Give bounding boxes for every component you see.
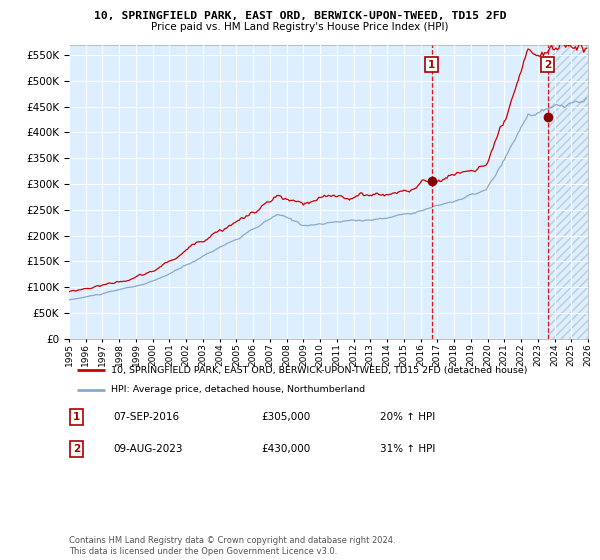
Text: 20% ↑ HPI: 20% ↑ HPI <box>380 412 436 422</box>
Text: 09-AUG-2023: 09-AUG-2023 <box>113 445 182 454</box>
Text: 07-SEP-2016: 07-SEP-2016 <box>113 412 179 422</box>
Text: £430,000: £430,000 <box>261 445 310 454</box>
Text: Contains HM Land Registry data © Crown copyright and database right 2024.
This d: Contains HM Land Registry data © Crown c… <box>69 536 395 556</box>
Text: 2: 2 <box>544 59 551 69</box>
Text: 1: 1 <box>73 412 80 422</box>
Text: 1: 1 <box>428 59 436 69</box>
Text: Price paid vs. HM Land Registry's House Price Index (HPI): Price paid vs. HM Land Registry's House … <box>151 22 449 32</box>
Bar <box>548 45 588 339</box>
Text: 31% ↑ HPI: 31% ↑ HPI <box>380 445 436 454</box>
Text: 2: 2 <box>73 445 80 454</box>
Text: 10, SPRINGFIELD PARK, EAST ORD, BERWICK-UPON-TWEED, TD15 2FD: 10, SPRINGFIELD PARK, EAST ORD, BERWICK-… <box>94 11 506 21</box>
Text: £305,000: £305,000 <box>261 412 310 422</box>
Text: HPI: Average price, detached house, Northumberland: HPI: Average price, detached house, Nort… <box>110 385 365 394</box>
Text: 10, SPRINGFIELD PARK, EAST ORD, BERWICK-UPON-TWEED, TD15 2FD (detached house): 10, SPRINGFIELD PARK, EAST ORD, BERWICK-… <box>110 366 527 375</box>
